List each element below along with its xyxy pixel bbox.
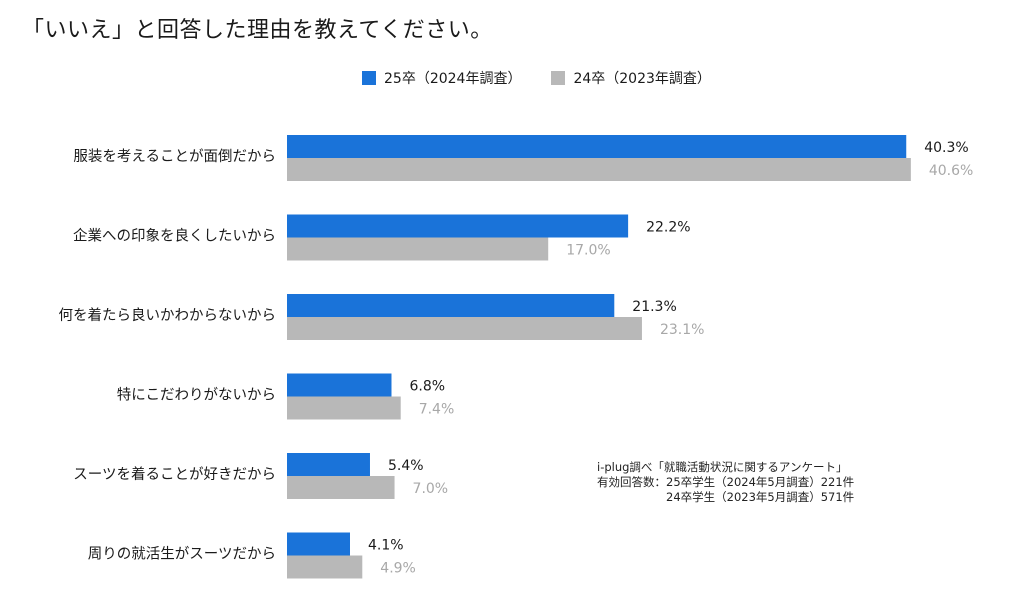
bar — [287, 476, 395, 499]
category-label: 企業への印象を良くしたいから — [73, 227, 276, 245]
data-label: 7.4% — [419, 402, 455, 418]
bar — [287, 214, 629, 238]
bar — [287, 373, 392, 397]
data-label: 5.4% — [388, 458, 424, 474]
legend-swatch-25 — [362, 71, 376, 85]
data-label: 23.1% — [660, 322, 704, 338]
source-note-line-2: 有効回答数：25卒学生（2024年5月調査）221件 — [597, 475, 855, 489]
bar — [287, 135, 907, 158]
data-label: 7.0% — [413, 481, 449, 497]
bar — [287, 453, 370, 476]
legend-swatch-24 — [551, 71, 566, 85]
data-label: 4.9% — [380, 561, 416, 577]
data-label: 4.1% — [368, 538, 404, 554]
data-label: 40.6% — [929, 163, 973, 179]
data-label: 17.0% — [566, 243, 610, 259]
bar — [287, 317, 642, 340]
bar — [287, 555, 363, 579]
data-label: 22.2% — [646, 220, 690, 236]
data-label: 40.3% — [924, 140, 968, 156]
bar — [287, 532, 350, 556]
legend-item-24: 24卒（2023年調査） — [551, 68, 711, 88]
category-label: 何を着たら良いかわからないから — [59, 307, 277, 324]
bar — [287, 158, 911, 181]
category-label: 周りの就活生がスーツだから — [88, 546, 276, 563]
bar — [287, 237, 549, 261]
bar — [287, 396, 401, 420]
source-note: i-plug調べ「就職活動状況に関するアンケート」 有効回答数：25卒学生（20… — [597, 460, 854, 505]
source-note-line-1: i-plug調べ「就職活動状況に関するアンケート」 — [597, 460, 848, 474]
category-label: スーツを着ることが好きだから — [73, 466, 276, 483]
legend-label-24: 24卒（2023年調査） — [573, 71, 711, 87]
legend-label-25: 25卒（2024年調査） — [384, 71, 522, 87]
source-note-line-3: 24卒学生（2023年5月調査）571件 — [597, 490, 855, 504]
data-label: 21.3% — [632, 299, 676, 315]
chart-title: 「いいえ」と回答した理由を教えてください。 — [22, 18, 493, 43]
category-label: 服装を考えることが面倒だから — [73, 148, 276, 165]
bar — [287, 294, 615, 317]
data-label: 6.8% — [409, 379, 445, 395]
legend: 25卒（2024年調査） 24卒（2023年調査） — [362, 68, 741, 88]
legend-item-25: 25卒（2024年調査） — [362, 68, 521, 88]
category-label: 特にこだわりがないから — [117, 387, 276, 404]
